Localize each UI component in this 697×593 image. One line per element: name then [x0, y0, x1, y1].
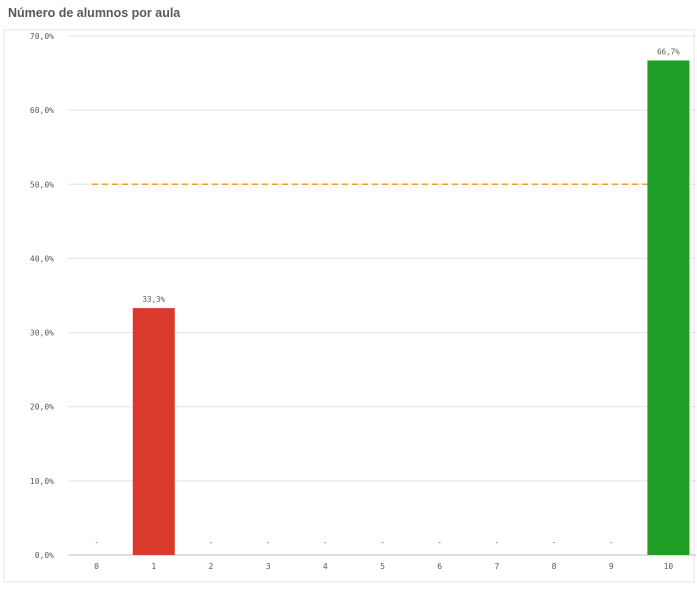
x-tick-label: 3: [266, 562, 271, 571]
y-tick-label: 10,0%: [30, 477, 54, 486]
y-tick-label: 60,0%: [30, 106, 54, 115]
y-tick-label: 0,0%: [35, 551, 54, 560]
x-tick-label: 9: [609, 562, 614, 571]
data-label: -: [552, 538, 557, 547]
data-label: -: [323, 538, 328, 547]
plot-frame: [3, 29, 695, 583]
x-tick-label: 6: [437, 562, 442, 571]
data-label: 33,3%: [142, 295, 165, 304]
x-tick-label: 7: [494, 562, 499, 571]
y-tick-label: 30,0%: [30, 329, 54, 338]
bar-10: [647, 60, 690, 556]
data-label: 66,7%: [657, 47, 680, 56]
data-label: -: [94, 538, 99, 547]
data-label: -: [609, 538, 614, 547]
data-label: -: [266, 538, 271, 547]
x-tick-label: 10: [664, 562, 674, 571]
data-label: -: [209, 538, 214, 547]
x-tick-label: 4: [323, 562, 328, 571]
x-tick-label: 2: [209, 562, 214, 571]
x-tick-label: 0: [94, 562, 99, 571]
x-tick-label: 8: [552, 562, 557, 571]
y-tick-label: 40,0%: [30, 254, 54, 263]
data-label: -: [437, 538, 442, 547]
y-tick-label: 50,0%: [30, 180, 54, 189]
data-label: -: [380, 538, 385, 547]
data-label: -: [495, 538, 500, 547]
bar-1: [132, 308, 175, 555]
x-tick-label: 5: [380, 562, 385, 571]
chart-title: Número de alumnos por aula: [8, 6, 181, 20]
x-tick-label: 1: [151, 562, 156, 571]
y-tick-label: 70,0%: [30, 32, 54, 41]
y-tick-label: 20,0%: [30, 403, 54, 412]
